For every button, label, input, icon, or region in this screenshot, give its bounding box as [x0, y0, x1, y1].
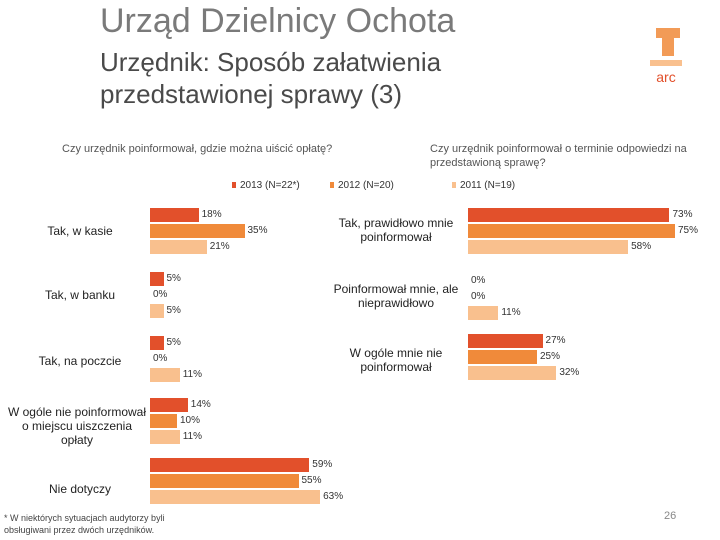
- bar-c0-cat2-s0: [150, 336, 164, 350]
- legend-label-2011: 2011 (N=19): [460, 180, 516, 191]
- bar-label-c0-cat0-s1: 35%: [247, 225, 268, 236]
- bar-c1-cat2-s1: [468, 350, 537, 364]
- bar-label-c0-cat1-s0: 5%: [166, 273, 181, 284]
- bar-label-c0-cat4-s1: 55%: [301, 475, 322, 486]
- page-title: Urząd Dzielnicy Ochota: [100, 2, 456, 40]
- footnote: * W niektórych sytuacjach audytorzy byli…: [4, 513, 165, 535]
- bar-c0-cat2-s2: [150, 368, 180, 382]
- bar-c0-cat0-s1: [150, 224, 245, 238]
- bar-c0-cat3-s2: [150, 430, 180, 444]
- bar-label-c0-cat0-s2: 21%: [209, 241, 230, 252]
- bar-label-c0-cat4-s0: 59%: [312, 459, 333, 470]
- legend-swatch-2011: [452, 182, 456, 189]
- right-category-2: W ogóle mnie nie poinformował: [349, 346, 443, 374]
- bar-label-c1-cat2-s1: 25%: [540, 351, 561, 362]
- legend-label-2013: 2013 (N=22*): [240, 180, 300, 191]
- left-category-4: Nie dotyczy: [48, 482, 112, 496]
- bar-label-c0-cat4-s2: 63%: [323, 491, 344, 502]
- left-category-0: Tak, w kasie: [47, 224, 113, 238]
- bar-c0-cat1-s0: [150, 272, 164, 286]
- bar-label-c1-cat2-s2: 32%: [559, 367, 580, 378]
- bar-label-c0-cat3-s0: 14%: [190, 399, 211, 410]
- bar-label-c1-cat0-s0: 73%: [672, 209, 693, 220]
- bar-c1-cat2-s2: [468, 366, 557, 380]
- bar-c0-cat3-s1: [150, 414, 177, 428]
- bar-c0-cat0-s2: [150, 240, 207, 254]
- right-category-0: Tak, prawidłowo mnie poinformował: [338, 216, 454, 244]
- bar-label-c1-cat1-s2: 11%: [501, 307, 521, 318]
- bar-c0-cat4-s2: [150, 490, 321, 504]
- bar-c1-cat2-s0: [468, 334, 543, 348]
- legend-item-2011: 2011 (N=19): [452, 180, 515, 191]
- bar-c0-cat4-s1: [150, 474, 299, 488]
- bar-c0-cat0-s0: [150, 208, 199, 222]
- logo-text: arc: [656, 69, 675, 85]
- bar-label-c1-cat0-s1: 75%: [678, 225, 699, 236]
- left-category-3: W ogóle nie poinformował o miejscu uiszc…: [7, 405, 147, 447]
- bar-label-c1-cat0-s2: 58%: [631, 241, 652, 252]
- bar-c0-cat1-s2: [150, 304, 164, 318]
- bar-label-c0-cat1-s2: 5%: [166, 305, 181, 316]
- bar-c0-cat3-s0: [150, 398, 188, 412]
- bar-c1-cat0-s1: [468, 224, 675, 238]
- bar-label-c0-cat3-s1: 10%: [180, 415, 201, 426]
- bar-c1-cat0-s0: [468, 208, 670, 222]
- legend-swatch-2013: [232, 182, 236, 189]
- bar-label-c1-cat2-s0: 27%: [545, 335, 566, 346]
- left-category-1: Tak, w banku: [44, 288, 116, 302]
- bar-label-c1-cat1-s1: 0%: [471, 291, 486, 302]
- bar-label-c0-cat1-s1: 0%: [153, 289, 168, 300]
- legend-label-2012: 2012 (N=20): [338, 180, 394, 191]
- bar-label-c0-cat2-s2: 11%: [182, 369, 202, 380]
- page-subtitle: Urzędnik: Sposób załatwienia przedstawio…: [100, 47, 442, 109]
- bar-label-c1-cat1-s0: 0%: [471, 275, 486, 286]
- bar-c1-cat0-s2: [468, 240, 629, 254]
- bar-label-c0-cat3-s2: 11%: [182, 431, 202, 442]
- page-number: 26: [664, 510, 677, 522]
- legend-item-2012: 2012 (N=20): [330, 180, 394, 191]
- arc-logo: arc: [636, 24, 696, 94]
- bar-c1-cat1-s2: [468, 306, 499, 320]
- question-right: Czy urzędnik poinformował o terminie odp…: [430, 143, 687, 169]
- bar-c0-cat4-s0: [150, 458, 310, 472]
- bar-label-c0-cat2-s0: 5%: [166, 337, 181, 348]
- legend-swatch-2012: [330, 182, 334, 189]
- bar-label-c0-cat2-s1: 0%: [153, 353, 168, 364]
- bar-label-c0-cat0-s0: 18%: [201, 209, 222, 220]
- left-category-2: Tak, na poczcie: [38, 354, 122, 368]
- legend-item-2013: 2013 (N=22*): [232, 180, 300, 191]
- right-category-1: Poinformował mnie, ale nieprawidłowo: [333, 282, 459, 310]
- question-left: Czy urzędnik poinformował, gdzie można u…: [62, 143, 333, 155]
